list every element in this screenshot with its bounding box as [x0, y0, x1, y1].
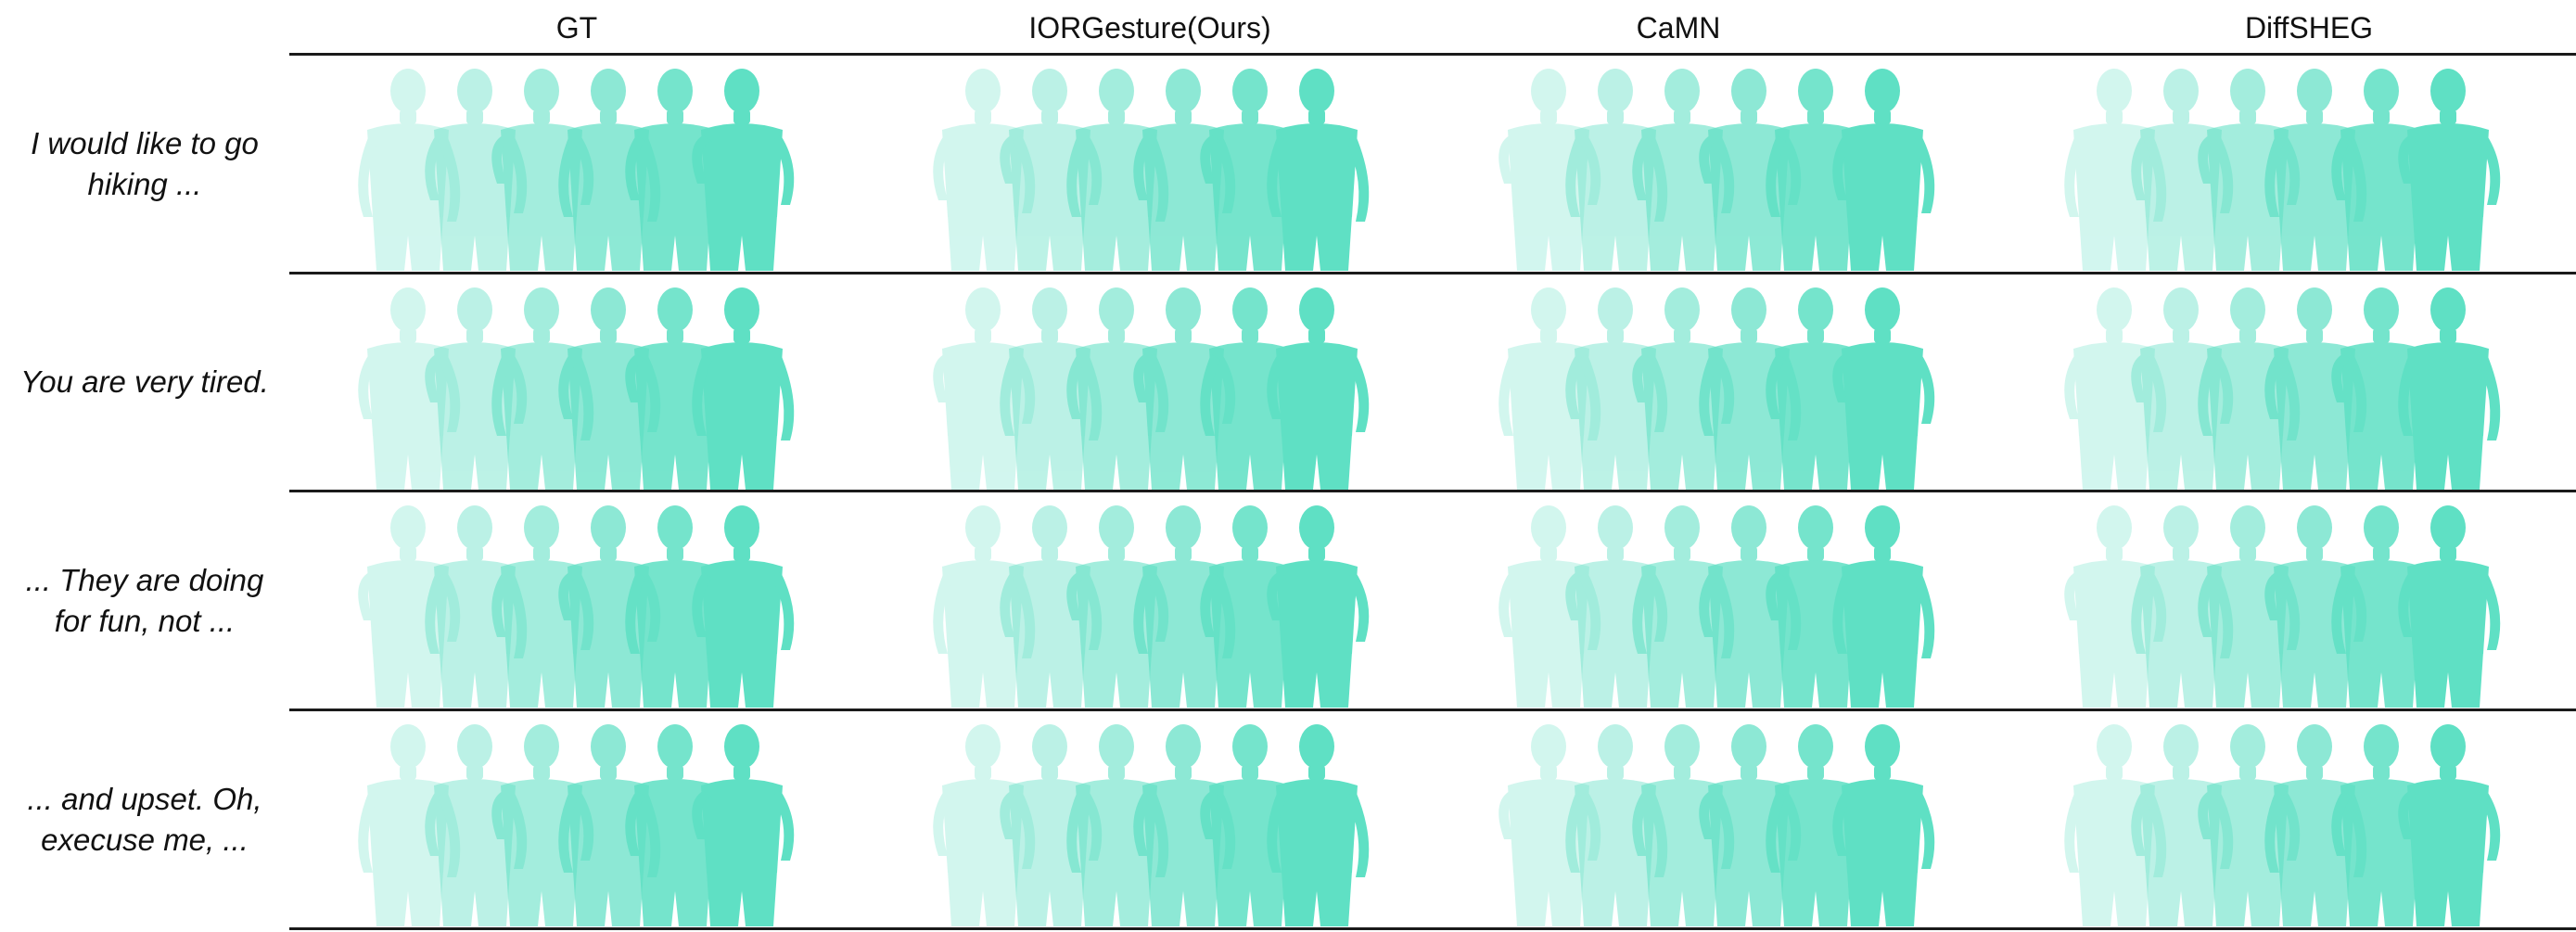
row-label-4-line-1: ... and upset. Oh,	[27, 781, 262, 816]
gesture-panel-iorgesture-row-1	[909, 59, 1428, 271]
gesture-panel-camn-row-4	[1474, 715, 1994, 926]
gesture-panel-gt-row-2	[334, 278, 853, 490]
gesture-panel-iorgesture-row-4	[909, 715, 1428, 926]
row-label-2-line-1: You are very tired.	[20, 364, 269, 399]
header-rule	[289, 53, 2576, 56]
gesture-panel-iorgesture-row-3	[909, 496, 1428, 708]
row-label-3-line-2: for fun, not ...	[54, 603, 236, 638]
bottom-rule	[289, 927, 2576, 930]
row-label-4-line-2: execuse me, ...	[41, 822, 249, 857]
gesture-panel-camn-row-3	[1474, 496, 1994, 708]
column-header-iorgesture: IORGesture(Ours)	[1028, 11, 1271, 45]
row-label-2: You are very tired.	[0, 274, 289, 490]
gesture-panel-gt-row-1	[334, 59, 853, 271]
gesture-panel-camn-row-1	[1474, 59, 1994, 271]
gesture-panel-diffsheg-row-2	[2040, 278, 2559, 490]
gesture-panel-diffsheg-row-3	[2040, 496, 2559, 708]
row-label-4: ... and upset. Oh, execuse me, ...	[0, 711, 289, 927]
gesture-panel-gt-row-4	[334, 715, 853, 926]
gesture-panel-diffsheg-row-1	[2040, 59, 2559, 271]
row-divider-2	[289, 490, 2576, 492]
gesture-panel-camn-row-2	[1474, 278, 1994, 490]
row-label-1-line-1: I would like to go	[31, 125, 259, 160]
row-label-3: ... They are doing for fun, not ...	[0, 492, 289, 709]
column-header-camn: CaMN	[1636, 11, 1721, 45]
column-header-gt: GT	[555, 11, 598, 45]
column-header-diffsheg: DiffSHEG	[2244, 11, 2374, 45]
gesture-panel-iorgesture-row-2	[909, 278, 1428, 490]
gesture-panel-gt-row-3	[334, 496, 853, 708]
row-divider-1	[289, 272, 2576, 274]
gesture-panel-diffsheg-row-4	[2040, 715, 2559, 926]
row-label-1-line-2: hiking ...	[87, 166, 202, 201]
row-divider-3	[289, 709, 2576, 711]
row-label-3-line-1: ... They are doing	[25, 562, 264, 597]
row-label-1: I would like to go hiking ...	[0, 56, 289, 272]
